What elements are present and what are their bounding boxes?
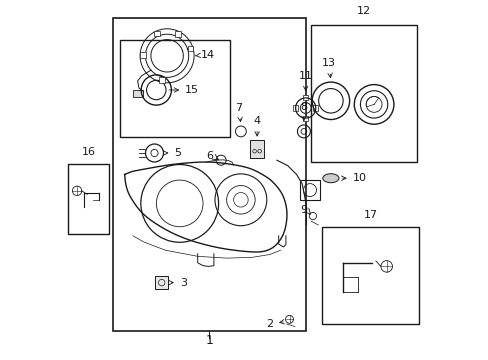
Bar: [303, 95, 307, 100]
Text: 8: 8: [300, 102, 307, 121]
Bar: [154, 31, 160, 36]
Text: 10: 10: [341, 173, 366, 183]
Text: 16: 16: [81, 147, 96, 157]
Bar: [300, 180, 320, 200]
Bar: [249, 140, 264, 158]
Bar: [159, 77, 164, 82]
Bar: [187, 46, 193, 51]
Bar: [120, 40, 230, 137]
Text: 17: 17: [363, 210, 377, 220]
Text: 7: 7: [235, 103, 242, 122]
Bar: [175, 31, 181, 37]
Bar: [140, 52, 145, 58]
Text: 1: 1: [205, 334, 213, 347]
Text: 14: 14: [195, 50, 215, 60]
Bar: [113, 18, 305, 331]
Text: 12: 12: [356, 6, 370, 16]
Text: 5: 5: [163, 148, 181, 158]
Ellipse shape: [322, 174, 338, 183]
Text: 15: 15: [169, 85, 199, 95]
Bar: [292, 105, 298, 111]
Bar: [133, 90, 142, 97]
Text: 9: 9: [300, 204, 307, 215]
Bar: [155, 276, 168, 289]
Text: 11: 11: [298, 71, 312, 91]
Bar: [303, 116, 307, 121]
Text: 2: 2: [265, 319, 284, 329]
Text: 6: 6: [206, 151, 213, 161]
Bar: [310, 25, 416, 162]
Bar: [68, 164, 109, 234]
Text: 13: 13: [322, 58, 335, 78]
Text: 3: 3: [168, 278, 186, 288]
Text: 4: 4: [253, 116, 260, 136]
Bar: [313, 105, 318, 111]
Bar: [321, 227, 418, 324]
